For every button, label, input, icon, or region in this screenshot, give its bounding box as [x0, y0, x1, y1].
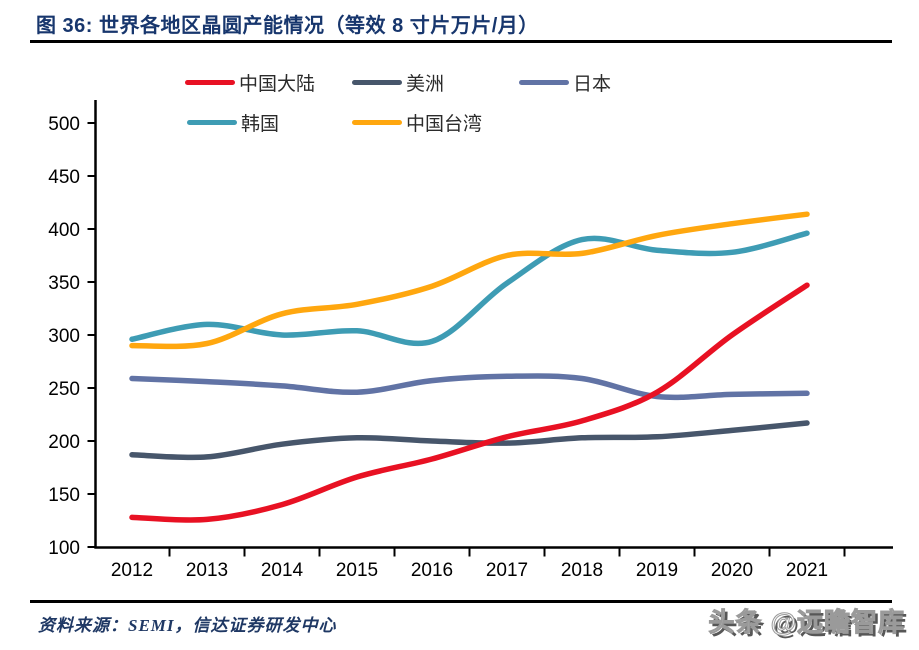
line-americas: [129, 420, 810, 461]
y-tick-label: 200: [48, 432, 80, 453]
legend-swatch-mainland-china: [185, 79, 235, 85]
line-japan: [129, 373, 810, 401]
legend-item-korea: 韩国: [187, 111, 280, 135]
x-tick-label: 2018: [561, 560, 603, 581]
x-tick-label: 2012: [111, 560, 153, 581]
y-tick-label: 100: [48, 538, 80, 559]
source-note: 资料来源：SEMI，信达证券研发中心: [38, 616, 337, 635]
footer-divider: [30, 600, 892, 603]
x-tick-label: 2014: [261, 560, 304, 581]
line-taiwan-china: [129, 211, 810, 350]
legend-item-taiwan-china: 中国台湾: [352, 111, 483, 135]
legend-label-mainland-china: 中国大陆: [239, 73, 316, 95]
x-tick-label: 2013: [186, 560, 228, 581]
line-mainland-china: [129, 282, 810, 523]
legend-swatch-japan: [519, 79, 569, 85]
legend-label-japan: 日本: [573, 73, 612, 95]
legend-item-mainland-china: 中国大陆: [185, 71, 316, 95]
y-tick-label: 150: [48, 485, 80, 506]
x-tick-label: 2015: [336, 560, 378, 581]
x-tick-label: 2021: [786, 560, 828, 581]
y-tick-label: 450: [48, 167, 80, 188]
legend-label-taiwan-china: 中国台湾: [406, 113, 483, 135]
legend-swatch-americas: [352, 79, 402, 85]
figure-title: 图 36: 世界各地区晶圆产能情况（等效 8 寸片万片/月）: [36, 15, 539, 37]
legend-swatch-taiwan-china: [352, 119, 402, 125]
y-tick-label: 400: [48, 220, 80, 241]
x-tick-label: 2020: [711, 560, 753, 581]
watermark: 头条 @远瞻智库: [708, 607, 905, 638]
legend-label-americas: 美洲: [406, 73, 445, 95]
x-tick-label: 2016: [411, 560, 453, 581]
legend-label-korea: 韩国: [241, 113, 280, 135]
y-tick-label: 350: [48, 273, 80, 294]
y-tick-label: 250: [48, 379, 80, 400]
legend-item-americas: 美洲: [352, 71, 445, 95]
line-korea: [129, 230, 810, 347]
x-tick-label: 2017: [486, 560, 528, 581]
y-tick-label: 300: [48, 326, 80, 347]
legend-swatch-korea: [187, 119, 237, 125]
legend-item-japan: 日本: [519, 71, 612, 95]
y-tick-label: 500: [48, 114, 80, 135]
title-divider: [30, 40, 892, 43]
x-tick-label: 2019: [636, 560, 678, 581]
